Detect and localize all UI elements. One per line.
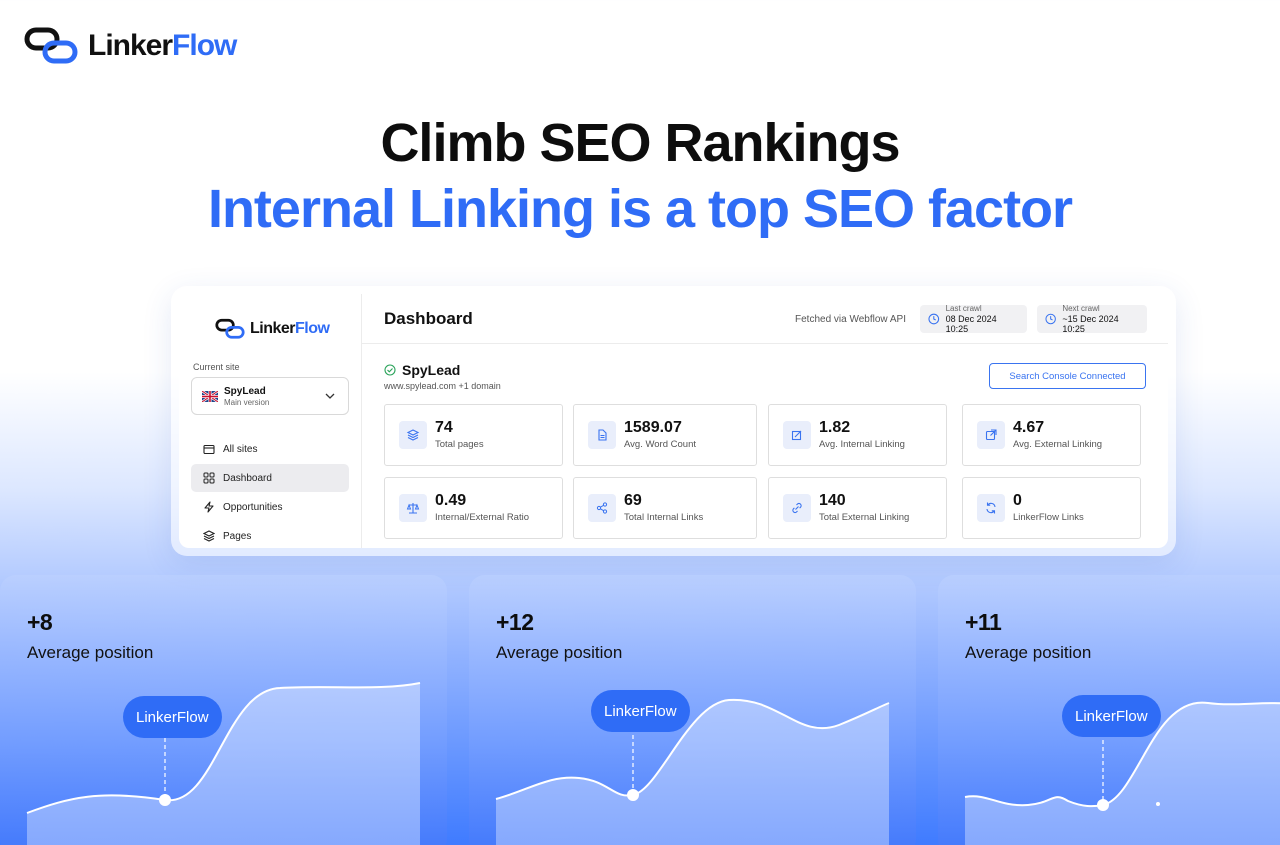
stat-card: 1.82 Avg. Internal Linking: [768, 404, 947, 466]
document-icon: [588, 421, 616, 449]
position-card-1: +8 Average position LinkerFlow: [0, 575, 447, 845]
fetched-source: Fetched via Webflow API: [795, 314, 906, 325]
linkerflow-marker: LinkerFlow: [591, 690, 690, 732]
brand-name: LinkerFlow: [88, 29, 237, 62]
position-caption: Average position: [496, 643, 623, 662]
last-crawl-badge: Last crawl 08 Dec 2024 10:25: [920, 304, 1027, 334]
stat-card: 4.67 Avg. External Linking: [962, 404, 1141, 466]
site-name: SpyLead: [402, 362, 461, 378]
position-card-3: +11 Average position LinkerFlow: [938, 575, 1280, 845]
site-url: www.spylead.com +1 domain: [384, 381, 501, 391]
refresh-icon: [977, 494, 1005, 522]
dashboard-window: LinkerFlow Current site SpyLead Main ver…: [171, 286, 1176, 556]
edit-link-icon: [783, 421, 811, 449]
stat-label: Total External Linking: [819, 512, 910, 523]
position-delta: +8: [27, 609, 53, 635]
position-delta: +12: [496, 609, 534, 635]
stat-label: Avg. Internal Linking: [819, 439, 905, 450]
site-selector[interactable]: SpyLead Main version: [191, 377, 349, 415]
stat-card: 0 LinkerFlow Links: [962, 477, 1141, 539]
link-icon: [783, 494, 811, 522]
linkerflow-marker: LinkerFlow: [1062, 695, 1161, 737]
stat-value: 140: [819, 492, 846, 509]
stat-value: 74: [435, 419, 453, 436]
share-icon: [588, 494, 616, 522]
stat-card: 140 Total External Linking: [768, 477, 947, 539]
selected-site-version: Main version: [224, 397, 270, 407]
dashboard-main: Dashboard Fetched via Webflow API Last c…: [362, 294, 1168, 548]
sidebar-logo: LinkerFlow: [215, 318, 349, 340]
sidebar-nav: All sites Dashboard Opportunities Pages: [191, 435, 349, 548]
page-title: Dashboard: [384, 308, 473, 328]
stat-label: Avg. External Linking: [1013, 439, 1103, 450]
current-site-label: Current site: [193, 362, 240, 372]
stat-label: Avg. Word Count: [624, 439, 696, 450]
site-header: SpyLead www.spylead.com +1 domain: [384, 362, 501, 391]
search-console-button[interactable]: Search Console Connected: [989, 363, 1146, 389]
bolt-icon: [204, 501, 214, 513]
clock-icon: [1045, 313, 1056, 325]
layers-icon: [399, 421, 427, 449]
stat-value: 69: [624, 492, 642, 509]
stat-card: 74 Total pages: [384, 404, 563, 466]
chain-link-icon: [215, 318, 245, 339]
trend-curve: [495, 698, 890, 845]
stat-value: 0: [1013, 492, 1022, 509]
sidebar-item-dashboard[interactable]: Dashboard: [191, 464, 349, 492]
check-circle-icon: [384, 364, 396, 376]
stat-card: 1589.07 Avg. Word Count: [573, 404, 757, 466]
next-crawl-badge: Next crawl ~15 Dec 2024 10:25: [1037, 304, 1147, 334]
stat-card: 0.49 Internal/External Ratio: [384, 477, 563, 539]
position-delta: +11: [965, 609, 1002, 635]
position-card-2: +12 Average position LinkerFlow: [469, 575, 916, 845]
stat-label: Total Internal Links: [624, 512, 704, 523]
external-link-icon: [977, 421, 1005, 449]
trend-curve: [26, 682, 421, 845]
trend-curve: [964, 701, 1280, 845]
grid-icon: [203, 472, 215, 484]
sidebar-item-opportunities[interactable]: Opportunities: [191, 493, 349, 521]
stat-label: LinkerFlow Links: [1013, 512, 1084, 523]
selected-site-name: SpyLead: [224, 385, 266, 397]
folder-icon: [203, 444, 215, 455]
position-caption: Average position: [27, 643, 154, 662]
stat-card: 69 Total Internal Links: [573, 477, 757, 539]
stat-label: Total pages: [435, 439, 484, 450]
topbar: Dashboard Fetched via Webflow API Last c…: [362, 294, 1168, 344]
clock-icon: [928, 313, 940, 325]
uk-flag-icon: [202, 390, 218, 402]
sidebar-item-all-sites[interactable]: All sites: [191, 435, 349, 463]
layers-icon: [203, 530, 215, 542]
stat-value: 4.67: [1013, 419, 1045, 436]
stat-value: 1.82: [819, 419, 851, 436]
stat-value: 1589.07: [624, 419, 682, 436]
stat-value: 0.49: [435, 492, 467, 509]
chain-link-icon: [24, 27, 78, 64]
position-caption: Average position: [965, 643, 1092, 662]
chevron-down-icon: [325, 393, 335, 399]
headline-secondary: Internal Linking is a top SEO factor: [207, 179, 1073, 239]
linkerflow-logo: LinkerFlow: [24, 26, 237, 66]
scale-icon: [399, 494, 427, 522]
headline-primary: Climb SEO Rankings: [380, 113, 900, 173]
linkerflow-marker: LinkerFlow: [123, 696, 222, 738]
sidebar-item-pages[interactable]: Pages: [191, 522, 349, 548]
stat-label: Internal/External Ratio: [435, 512, 529, 523]
sidebar: LinkerFlow Current site SpyLead Main ver…: [179, 294, 362, 548]
